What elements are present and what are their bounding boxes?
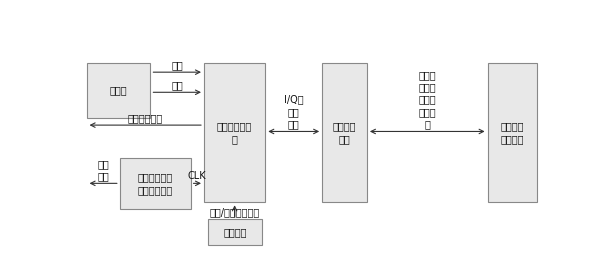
Bar: [207, 219, 262, 245]
Bar: [322, 63, 367, 202]
Text: 方位/俯仰角码信号: 方位/俯仰角码信号: [209, 207, 260, 217]
Text: 监控系统: 监控系统: [223, 227, 246, 237]
Bar: [204, 63, 265, 202]
Text: 信号处理
单元: 信号处理 单元: [333, 121, 356, 144]
Text: CLK: CLK: [188, 171, 207, 181]
Text: 带移相功能的
波形产生单元: 带移相功能的 波形产生单元: [138, 172, 173, 195]
Text: 移相
波形: 移相 波形: [98, 159, 109, 181]
Text: 回波: 回波: [171, 60, 183, 70]
Text: I/Q数
据及
命令: I/Q数 据及 命令: [284, 95, 304, 129]
Bar: [87, 63, 151, 118]
Text: 数字中频接收
机: 数字中频接收 机: [217, 121, 253, 144]
Bar: [120, 158, 191, 209]
Text: 触发定时信号: 触发定时信号: [127, 113, 163, 123]
Bar: [487, 63, 537, 202]
Text: 接收机: 接收机: [110, 85, 127, 95]
Text: 主波: 主波: [171, 80, 183, 90]
Text: 数据采集
机及终端: 数据采集 机及终端: [501, 121, 524, 144]
Text: 输出处
理结果
及接收
终端命
令: 输出处 理结果 及接收 终端命 令: [418, 70, 436, 129]
